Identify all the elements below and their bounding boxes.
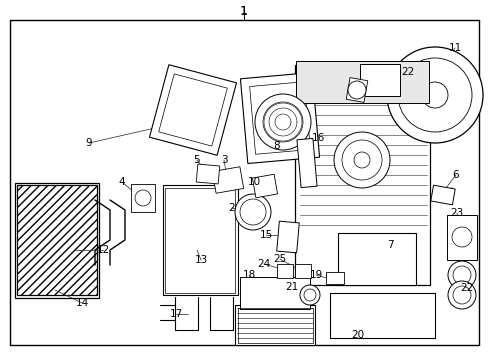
Text: 22: 22 (401, 67, 414, 77)
Circle shape (263, 102, 303, 142)
Circle shape (347, 81, 365, 99)
Circle shape (452, 286, 470, 304)
Bar (15, 183, 99, 297)
Bar (131, 184, 155, 212)
Circle shape (452, 266, 470, 284)
Bar (294, 264, 310, 278)
Circle shape (397, 58, 471, 132)
Bar (446, 215, 476, 260)
Text: 20: 20 (351, 330, 364, 340)
Circle shape (135, 190, 151, 206)
Text: 24: 24 (257, 259, 270, 269)
Circle shape (353, 152, 369, 168)
Bar (162, 185, 237, 295)
Bar (164, 188, 235, 292)
Text: 14: 14 (75, 298, 88, 308)
Bar (294, 65, 428, 285)
Text: 2: 2 (228, 203, 235, 213)
Bar (329, 292, 434, 338)
Text: 13: 13 (194, 255, 207, 265)
Circle shape (447, 281, 475, 309)
Circle shape (235, 194, 270, 230)
Bar (295, 61, 427, 103)
Text: 3: 3 (220, 155, 227, 165)
Bar (430, 185, 454, 205)
Bar (249, 82, 310, 154)
Text: 1: 1 (240, 6, 247, 16)
Text: 10: 10 (247, 177, 260, 187)
Text: 18: 18 (242, 270, 255, 280)
Text: 1: 1 (240, 5, 247, 18)
Bar (17, 185, 97, 295)
Text: 22: 22 (459, 283, 473, 293)
Text: 21: 21 (285, 282, 298, 292)
Text: 6: 6 (452, 170, 458, 180)
Text: 15: 15 (259, 230, 272, 240)
Text: 23: 23 (449, 208, 463, 218)
Text: 7: 7 (386, 240, 392, 250)
Bar (346, 78, 367, 102)
Bar (196, 164, 219, 184)
Circle shape (333, 132, 389, 188)
Text: 16: 16 (311, 133, 324, 143)
Bar (276, 221, 299, 253)
Circle shape (341, 140, 381, 180)
Circle shape (240, 199, 265, 225)
Bar (149, 65, 236, 155)
Bar (235, 305, 314, 345)
Text: 19: 19 (309, 270, 322, 280)
Bar (359, 64, 399, 96)
Bar (276, 264, 292, 278)
Bar (325, 272, 343, 284)
Text: 5: 5 (193, 155, 200, 165)
Text: 4: 4 (119, 177, 125, 187)
Text: 8: 8 (273, 141, 280, 151)
Bar (252, 174, 277, 198)
Circle shape (304, 289, 315, 301)
Text: 17: 17 (169, 309, 182, 319)
Bar (296, 138, 316, 188)
Circle shape (447, 261, 475, 289)
Circle shape (386, 47, 482, 143)
Bar (337, 233, 415, 285)
Bar (212, 167, 243, 193)
Text: 25: 25 (273, 254, 286, 264)
Text: 11: 11 (447, 43, 461, 53)
Bar (237, 307, 312, 342)
Circle shape (421, 82, 447, 108)
Circle shape (451, 227, 471, 247)
Circle shape (254, 94, 310, 150)
Bar (240, 72, 319, 163)
Circle shape (299, 285, 319, 305)
Bar (240, 277, 309, 309)
Bar (158, 74, 227, 146)
Text: 9: 9 (85, 138, 92, 148)
Text: 12: 12 (96, 245, 109, 255)
